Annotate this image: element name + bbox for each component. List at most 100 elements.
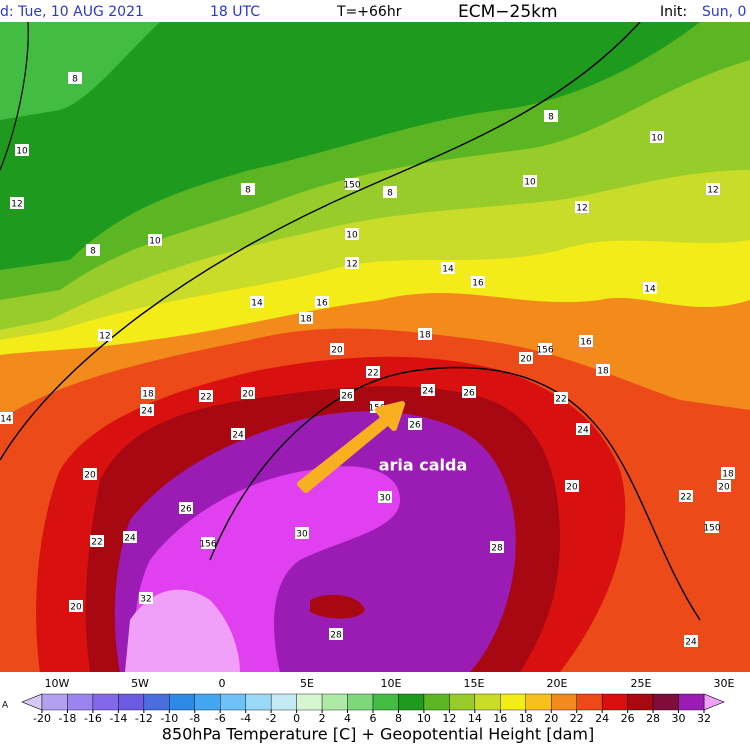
label-box <box>717 480 731 492</box>
contour-label: 16 <box>579 335 593 348</box>
label-box <box>315 296 329 308</box>
contour-label: 16 <box>471 276 485 289</box>
colorbar-swatch <box>601 693 628 711</box>
label-box <box>345 178 359 190</box>
colorbar-tick-label: 10 <box>417 712 431 725</box>
colorbar-swatch <box>67 693 94 711</box>
contour-value: 10 <box>16 147 28 157</box>
forecast-step: T=+66hr <box>336 4 402 20</box>
label-box <box>0 412 13 424</box>
init-value: Sun, 0 <box>702 4 746 20</box>
longitude-label: 20E <box>547 677 568 690</box>
contour-label: 18 <box>299 312 313 325</box>
colorbar-swatch <box>245 693 272 711</box>
label-box <box>565 480 579 492</box>
contour-value: 156 <box>536 346 553 356</box>
label-box <box>250 296 264 308</box>
colorbar-tick-label: 12 <box>442 712 456 725</box>
contour-value: 24 <box>577 426 589 436</box>
label-box <box>643 282 657 294</box>
contour-label: 28 <box>490 541 504 554</box>
label-box <box>679 490 693 502</box>
colorbar-swatch <box>347 693 374 711</box>
colorbar-tick-label: 14 <box>468 712 482 725</box>
label-box <box>596 364 610 376</box>
colorbar-tick-label: -10 <box>160 712 178 725</box>
colorbar-swatch <box>220 693 246 711</box>
label-box <box>418 328 432 340</box>
valid-date: d: Tue, 10 AUG 2021 <box>0 4 144 20</box>
contour-value: 22 <box>367 369 378 379</box>
contour-label: 10 <box>650 131 664 144</box>
longitude-label: 5W <box>131 677 149 690</box>
contour-label: 14 <box>250 296 264 309</box>
contour-label: 22 <box>90 535 104 548</box>
corner-label: A <box>2 701 9 711</box>
contour-value: 18 <box>300 315 312 325</box>
contour-value: 26 <box>341 392 353 402</box>
longitude-label: 10W <box>45 677 70 690</box>
contour-value: 18 <box>419 331 431 341</box>
contour-value: 14 <box>644 285 656 295</box>
map: 8 8 8 8 8 10 10 10 10 10 12 12 12 12 12 14 14 14 14 16 16 16 1… <box>0 22 750 672</box>
colorbar-swatch <box>627 693 654 711</box>
contour-value: 8 <box>90 247 96 257</box>
label-box <box>421 384 435 396</box>
colorbar-swatch <box>449 693 476 711</box>
label-box <box>471 276 485 288</box>
contour-label: 32 <box>139 592 153 605</box>
contour-value: 12 <box>707 186 718 196</box>
colorbar-tick-label: -8 <box>189 712 200 725</box>
label-box <box>345 228 359 240</box>
colorbar-swatch <box>652 693 679 711</box>
contour-value: 12 <box>346 260 357 270</box>
contour-label: 22 <box>366 366 380 379</box>
contour-value: 16 <box>580 338 592 348</box>
contour-label: 24 <box>140 404 154 417</box>
colorbar-swatch <box>678 693 705 711</box>
colorbar-title: 850hPa Temperature [C] + Geopotential He… <box>162 725 594 744</box>
contour-value: 28 <box>330 631 342 641</box>
longitude-label: 0 <box>219 677 226 690</box>
label-box <box>538 343 552 355</box>
colorbar-tick-label: 20 <box>544 712 558 725</box>
geopotential-contour <box>0 22 29 171</box>
contour-label: 12 <box>345 257 359 270</box>
colorbar-tick-label: -14 <box>109 712 127 725</box>
colorbar-tick-label: -16 <box>84 712 102 725</box>
contour-label: 10 <box>15 144 29 157</box>
contour-value: 28 <box>491 544 503 554</box>
contour-value: 18 <box>597 367 609 377</box>
label-box <box>441 262 455 274</box>
colorbar-tick-label: 30 <box>672 712 686 725</box>
label-box <box>554 392 568 404</box>
label-box <box>141 387 155 399</box>
colorbar-swatch <box>143 693 170 711</box>
label-box <box>705 521 719 533</box>
contour-label: 18 <box>418 328 432 341</box>
annotation: aria calda <box>379 456 468 475</box>
contour-value: 14 <box>251 299 263 309</box>
contour-label: 26 <box>462 386 476 399</box>
contour-value: 20 <box>520 355 532 365</box>
contour-value: 20 <box>566 483 578 493</box>
contour-label: 12 <box>10 197 24 210</box>
contour-value: 14 <box>442 265 454 275</box>
contour-value: 8 <box>548 113 554 123</box>
contour-label: 10 <box>345 228 359 241</box>
contour-label: 20 <box>519 352 533 365</box>
label-box <box>139 592 153 604</box>
colorbar-swatch <box>118 693 145 711</box>
contour-label: 28 <box>329 628 343 641</box>
isotherm-band <box>0 22 160 120</box>
colorbar-swatch <box>398 693 425 711</box>
model-name: ECM−25km <box>458 2 558 22</box>
contour-value: 12 <box>576 204 587 214</box>
colorbar-tick-label: 2 <box>319 712 326 725</box>
label-box <box>523 175 537 187</box>
colorbar-tick-label: 18 <box>519 712 533 725</box>
contour-value: 10 <box>346 231 358 241</box>
colorbar-swatch <box>296 693 323 711</box>
contour-label: 150 <box>703 521 721 534</box>
contour-label: 10 <box>148 234 162 247</box>
